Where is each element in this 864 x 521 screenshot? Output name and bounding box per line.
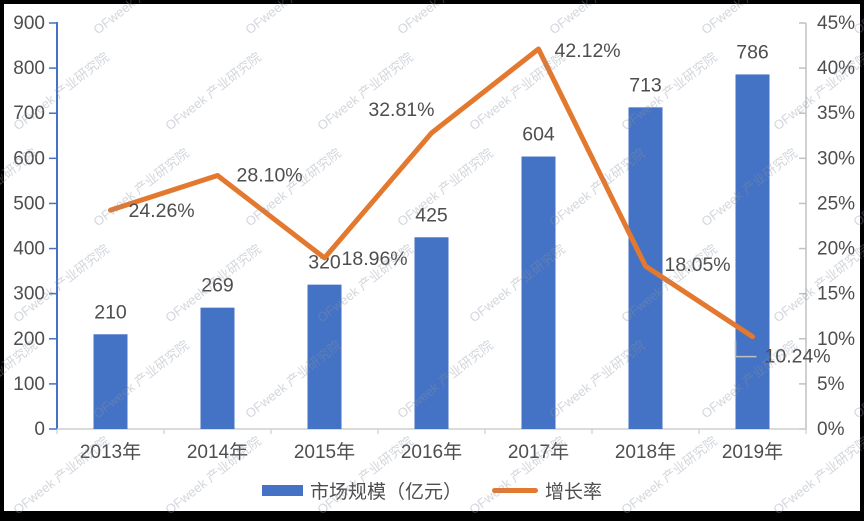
photo-border-right (860, 0, 864, 521)
line-value-label: 24.26% (129, 200, 195, 222)
x-axis-category-label: 2019年 (722, 441, 783, 463)
x-axis-category-label: 2017年 (508, 441, 569, 463)
left-axis-tick-label: 700 (13, 103, 45, 124)
right-axis-tick-label: 15% (817, 284, 855, 305)
bar-2015年 (307, 284, 342, 429)
right-axis-tick-label: 10% (817, 329, 855, 350)
bar-series-swatch-icon (261, 484, 303, 496)
left-axis-tick-label: 800 (13, 58, 45, 79)
left-axis-tick-label: 200 (13, 329, 45, 350)
line-value-label: 18.96% (342, 248, 408, 270)
photo-border-bottom (0, 511, 864, 521)
bar-value-label: 210 (94, 301, 127, 323)
photo-border-top (0, 0, 864, 4)
left-axis-tick-label: 400 (13, 239, 45, 260)
legend-label-market-size: 市场规模（亿元） (309, 481, 462, 503)
bar-value-label: 713 (629, 74, 662, 96)
line-value-label: 18.05% (665, 254, 731, 276)
left-axis-tick-label: 500 (13, 193, 45, 214)
line-value-label: 32.81% (368, 99, 434, 121)
left-axis-tick-label: 0 (34, 419, 45, 440)
bar-value-label: 425 (415, 204, 448, 226)
left-axis-tick-label: 300 (13, 284, 45, 305)
bar-2014年 (200, 307, 235, 429)
chart-legend: 市场规模（亿元） 增长率 (0, 477, 864, 503)
right-axis-tick-label: 30% (817, 148, 855, 169)
bar-2016年 (414, 237, 449, 429)
line-value-label: 42.12% (555, 40, 621, 62)
label-leader-line (734, 340, 757, 358)
bar-value-label: 269 (201, 275, 234, 297)
right-axis-tick-label: 45% (817, 13, 855, 34)
bar-2013年 (93, 334, 128, 429)
right-axis-tick-label: 35% (817, 103, 855, 124)
growth-rate-line (108, 46, 755, 340)
bar-2019年 (735, 74, 770, 429)
x-axis-category-label: 2014年 (187, 441, 248, 463)
legend-label-growth-rate: 增长率 (545, 481, 603, 503)
x-axis-category-label: 2018年 (615, 441, 676, 463)
right-axis-tick-label: 40% (817, 58, 855, 79)
bar-2017年 (521, 156, 556, 430)
photo-border-left (0, 0, 4, 521)
bar-value-label: 604 (522, 124, 555, 146)
legend-item-market-size: 市场规模（亿元） (261, 477, 462, 504)
right-axis-tick-label: 0% (817, 419, 845, 440)
left-axis-tick-label: 600 (13, 148, 45, 169)
right-axis-tick-label: 20% (817, 239, 855, 260)
line-value-label: 10.24% (765, 346, 831, 368)
x-axis-category-label: 2016年 (401, 441, 462, 463)
line-series-swatch-icon (492, 487, 538, 493)
bar-value-label: 786 (736, 41, 769, 63)
left-axis-tick-label: 100 (13, 374, 45, 395)
right-axis-tick-label: 25% (817, 193, 855, 214)
legend-item-growth-rate: 增长率 (492, 477, 602, 504)
line-value-label: 28.10% (237, 164, 303, 186)
bar-value-label: 320 (308, 252, 341, 274)
left-axis-tick-label: 900 (13, 13, 45, 34)
right-axis-tick-label: 5% (817, 374, 845, 395)
x-axis-category-label: 2013年 (80, 441, 141, 463)
x-axis-category-label: 2015年 (294, 441, 355, 463)
